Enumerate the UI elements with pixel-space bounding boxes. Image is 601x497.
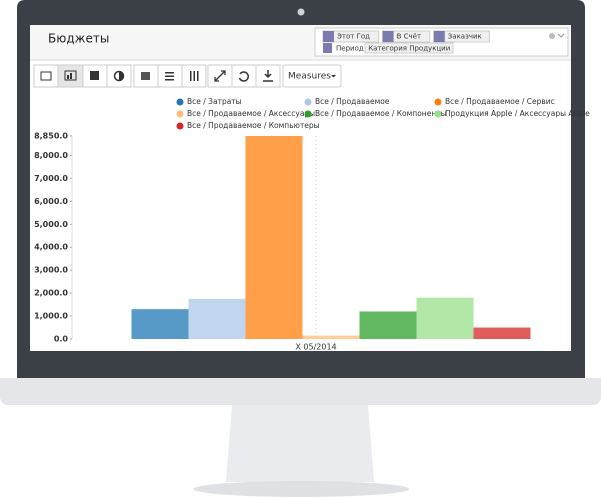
stand-base	[193, 481, 409, 497]
groupby-label: Период	[336, 45, 364, 53]
legend-marker[interactable]	[176, 98, 184, 106]
y-tick-label: 6,000.0	[34, 197, 68, 206]
clear-search[interactable]	[549, 33, 555, 39]
facet-icon	[382, 31, 394, 42]
y-tick-label: 3,000.0	[34, 266, 68, 275]
legend-marker[interactable]	[176, 110, 184, 118]
legend-label[interactable]: Все / Продаваемое	[315, 97, 390, 106]
legend-label[interactable]: Все / Продаваемое / Сервис	[445, 97, 555, 106]
camera	[297, 8, 305, 16]
chart: 0.0 1,000.0 2,000.0 3,000.0 4,000.0 5,000.0 6,…	[34, 97, 590, 352]
bar[interactable]	[188, 298, 246, 339]
facet-label: Заказчик	[448, 33, 482, 41]
y-tick-label: 2,000.0	[34, 289, 68, 298]
bar[interactable]	[302, 335, 360, 339]
y-tick-label: 8,850.0	[34, 132, 68, 141]
table-view[interactable]	[33, 64, 59, 88]
legend-marker[interactable]	[434, 110, 442, 118]
legend-marker[interactable]	[434, 98, 442, 106]
legend-label[interactable]: Все / Продаваемое / Компьютеры	[187, 121, 320, 130]
bar[interactable]	[245, 136, 303, 339]
bar[interactable]	[416, 297, 474, 339]
y-tick-label: 8,000.0	[34, 151, 68, 160]
facet-label: В Счёт	[397, 33, 421, 41]
x-tick-label: X 05/2014	[295, 343, 336, 352]
page-title: Бюджеты	[48, 32, 109, 46]
reload-button[interactable]	[231, 64, 257, 88]
search-dropdown[interactable]	[557, 33, 565, 38]
y-tick-label: 0.0	[54, 335, 69, 344]
monitor-chin	[0, 378, 601, 405]
facet-label: Этот Год	[337, 33, 370, 41]
bar[interactable]	[473, 327, 531, 339]
legend-marker[interactable]	[176, 122, 184, 130]
bar[interactable]	[131, 309, 189, 339]
legend-marker[interactable]	[304, 98, 312, 106]
stand-neck	[226, 405, 374, 482]
y-tick-label: 7,000.0	[34, 174, 68, 183]
caret	[331, 75, 336, 78]
measures-button[interactable]	[282, 64, 342, 88]
y-tick-label: 5,000.0	[34, 220, 68, 229]
legend-label[interactable]: Все / Продаваемое / Компоненты	[315, 109, 447, 118]
legend-label[interactable]: Все / Продаваемое / Аксессуары	[187, 109, 315, 118]
groupby-icon	[323, 43, 332, 53]
bar[interactable]	[359, 311, 417, 339]
legend-marker[interactable]	[304, 110, 312, 118]
y-tick-label: 1,000.0	[34, 312, 68, 321]
groupby-value: Категория Продукции	[368, 45, 450, 53]
measures-label[interactable]: Measures	[288, 72, 331, 82]
facet-icon	[323, 31, 334, 42]
toolbar-icons	[40, 70, 273, 82]
facet-icon	[433, 31, 445, 42]
legend-label[interactable]: Все / Затраты	[187, 97, 242, 106]
legend-label[interactable]: Продукция Apple / Аксессуары Apple	[445, 109, 590, 118]
groupby-facet[interactable]	[364, 42, 454, 54]
y-tick-label: 4,000.0	[34, 243, 68, 252]
